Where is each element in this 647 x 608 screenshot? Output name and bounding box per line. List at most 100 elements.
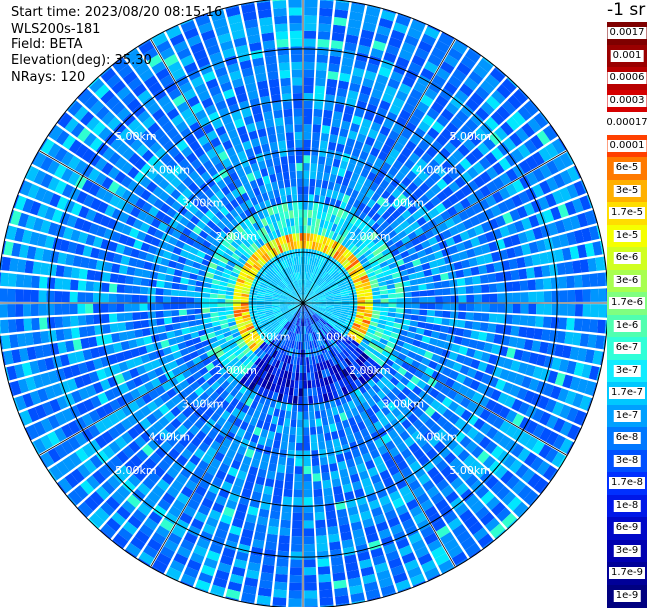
range-gate [315, 379, 320, 387]
range-gate [241, 300, 249, 303]
range-gate [296, 365, 300, 373]
range-gate [332, 32, 345, 41]
range-gate [315, 411, 321, 419]
range-gate [334, 183, 341, 192]
range-gate [304, 544, 315, 552]
range-gate [327, 518, 338, 527]
colorbar-tick-label: 3e-9 [614, 545, 641, 557]
range-gate [303, 342, 305, 350]
range-gate [7, 289, 15, 302]
range-gate [225, 299, 233, 302]
range-gate [318, 441, 325, 450]
range-gate [478, 265, 487, 274]
range-gate [558, 276, 567, 288]
range-gate [304, 15, 317, 23]
range-gate [267, 471, 276, 480]
range-gate [25, 260, 34, 273]
range-gate [183, 334, 192, 341]
colorbar-segment: 3e-9 [607, 540, 647, 563]
range-gate [463, 329, 472, 338]
range-gate [334, 493, 344, 502]
range-gate [394, 318, 402, 324]
range-gate [443, 304, 451, 311]
range-gate [142, 270, 151, 278]
range-gate [331, 431, 339, 440]
range-gate [417, 278, 426, 285]
range-gate [526, 327, 535, 338]
range-gate [16, 274, 25, 287]
range-gate [304, 521, 314, 529]
range-gate [395, 288, 403, 293]
range-gate [31, 290, 39, 302]
range-gate [134, 329, 143, 338]
range-gate [496, 314, 504, 323]
colorbar-segment: 6e-5 [607, 157, 647, 180]
range-gate [329, 56, 341, 65]
range-gate [422, 336, 431, 344]
colorbar-segment: 0.0006 [607, 67, 647, 90]
range-gate [291, 226, 295, 234]
range-gate [267, 166, 275, 175]
range-gate [393, 277, 402, 283]
range-gate [315, 78, 325, 87]
range-gate [310, 427, 316, 435]
range-gate [307, 380, 311, 388]
range-gate [464, 321, 473, 329]
range-gate [285, 411, 291, 419]
range-gate [410, 320, 419, 326]
range-gate [329, 541, 341, 550]
range-gate [303, 217, 307, 225]
range-gate [291, 46, 302, 54]
range-gate [56, 329, 65, 341]
range-gate [179, 297, 187, 303]
range-gate [277, 393, 283, 402]
range-gate [544, 304, 552, 315]
range-gate [125, 276, 134, 285]
range-gate [294, 388, 299, 396]
range-gate [464, 277, 473, 285]
range-gate [291, 54, 302, 62]
range-gate [543, 317, 552, 328]
range-gate [313, 481, 322, 489]
range-gate [283, 426, 290, 434]
range-gate [559, 304, 567, 316]
range-gate [262, 493, 272, 502]
colorbar-segment: 1e-6 [607, 315, 647, 338]
range-gate [296, 233, 300, 241]
range-gate [292, 70, 302, 78]
range-gate [589, 273, 598, 287]
range-gate [278, 417, 285, 426]
range-gate [288, 0, 301, 8]
range-gate [543, 278, 552, 289]
range-gate [342, 298, 350, 301]
range-gate [297, 241, 300, 249]
range-gate [85, 304, 93, 314]
range-gate [277, 133, 285, 142]
range-gate [303, 241, 306, 249]
range-gate [187, 285, 195, 291]
range-gate [292, 85, 302, 93]
range-gate [304, 489, 313, 497]
colorbar-segment: 0.00017 [607, 112, 647, 135]
range-gate [291, 536, 302, 544]
range-gate [480, 275, 489, 284]
range-gate [277, 551, 289, 560]
range-gate [0, 288, 8, 301]
range-gate [427, 310, 435, 316]
range-gate [333, 438, 341, 447]
range-gate [287, 148, 294, 156]
range-gate [62, 304, 70, 315]
range-gate [489, 314, 497, 323]
range-gate [268, 463, 277, 472]
range-gate [77, 292, 85, 302]
range-gate [202, 313, 210, 318]
range-gate [241, 306, 249, 309]
range-gate [489, 304, 497, 313]
range-gate [291, 552, 302, 560]
range-gate [278, 141, 286, 150]
range-gate [110, 323, 119, 332]
range-gate [303, 202, 308, 210]
range-gate [279, 62, 290, 71]
range-gate [327, 71, 338, 80]
range-gate [425, 323, 434, 330]
